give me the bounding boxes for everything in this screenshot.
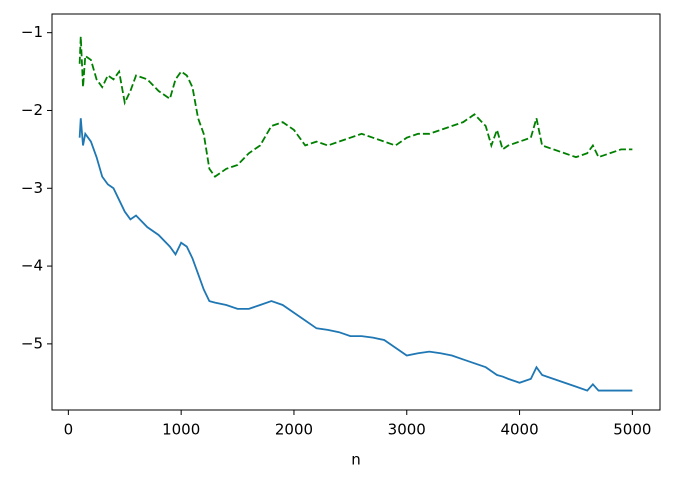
x-tick-label: 1000	[162, 421, 200, 439]
x-tick-label: 4000	[500, 421, 538, 439]
line-series	[78, 36, 633, 178]
x-tick-label: 5000	[613, 421, 651, 439]
plot-frame	[51, 13, 661, 411]
x-tick-label: 3000	[388, 421, 426, 439]
line-series	[78, 118, 633, 392]
y-tick-label: −3	[21, 179, 43, 197]
y-tick-label: −4	[21, 257, 43, 275]
x-tick-label: 0	[64, 421, 74, 439]
y-tick-label: −1	[21, 23, 43, 41]
y-tick-label: −5	[21, 334, 43, 352]
x-axis-label: n	[351, 451, 361, 469]
x-tick-label: 2000	[275, 421, 313, 439]
y-tick-label: −2	[21, 101, 43, 119]
